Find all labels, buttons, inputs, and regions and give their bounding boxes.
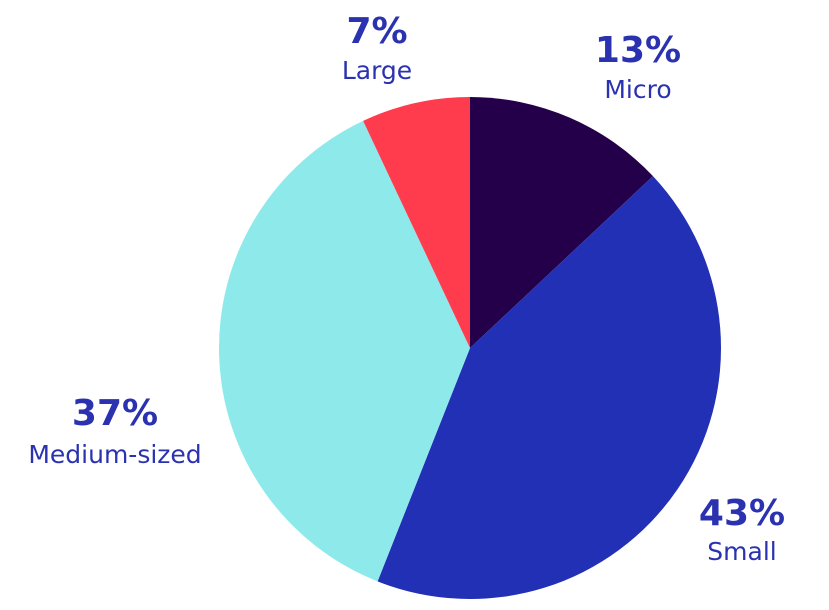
slice-percent: 43% — [699, 493, 785, 534]
slice-label: Small — [707, 537, 776, 566]
pie-slice — [219, 120, 470, 582]
slice-label: Medium-sized — [28, 440, 201, 469]
slice-percent: 13% — [595, 30, 681, 71]
pie-slice — [363, 97, 470, 348]
pie-slice — [377, 176, 722, 599]
slice-label: Micro — [604, 75, 671, 104]
slice-label: Large — [342, 56, 412, 85]
slice-percent: 7% — [346, 11, 407, 52]
slice-percent: 37% — [72, 393, 158, 434]
pie-slice — [470, 97, 653, 348]
